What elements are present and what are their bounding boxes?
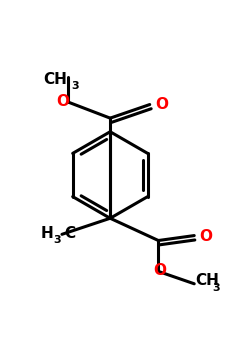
Text: O: O	[56, 94, 70, 109]
Text: O: O	[155, 97, 168, 112]
Text: 3: 3	[71, 81, 78, 91]
Text: CH: CH	[196, 273, 219, 288]
Text: 3: 3	[53, 235, 61, 245]
Text: 3: 3	[212, 283, 220, 293]
Text: C: C	[64, 226, 75, 240]
Text: O: O	[153, 263, 166, 278]
Text: CH: CH	[43, 72, 67, 87]
Text: H: H	[40, 226, 53, 240]
Text: O: O	[200, 229, 212, 244]
